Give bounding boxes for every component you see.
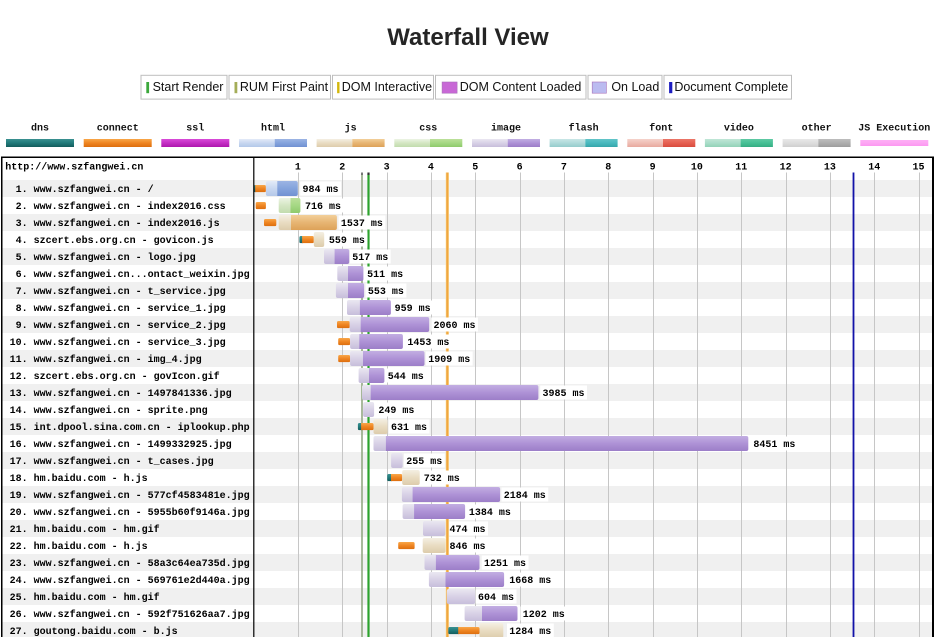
svg-text:10: 10 <box>691 163 703 174</box>
svg-text:6: 6 <box>517 163 523 174</box>
svg-text:553 ms: 553 ms <box>368 287 404 298</box>
svg-text:16. www.szfangwei.cn - 1499332: 16. www.szfangwei.cn - 1499332925.jpg <box>10 439 232 451</box>
svg-text:11: 11 <box>735 163 747 174</box>
svg-text:3: 3 <box>384 163 390 174</box>
svg-text:716 ms: 716 ms <box>305 202 341 213</box>
svg-text:Waterfall View: Waterfall View <box>387 24 549 51</box>
svg-text:20. www.szfangwei.cn - 5955b60: 20. www.szfangwei.cn - 5955b60f9146a.jpg <box>10 507 250 519</box>
svg-text:249 ms: 249 ms <box>378 406 414 417</box>
svg-text:video: video <box>724 123 754 135</box>
svg-text:DOM Content Loaded: DOM Content Loaded <box>460 80 582 94</box>
svg-text:2: 2 <box>339 163 345 174</box>
svg-text:255 ms: 255 ms <box>406 457 442 468</box>
svg-text:9. www.szfangwei.cn - service_: 9. www.szfangwei.cn - service_2.jpg <box>10 320 226 332</box>
svg-text:http://www.szfangwei.cn: http://www.szfangwei.cn <box>5 162 143 174</box>
svg-text:24. www.szfangwei.cn - 569761e: 24. www.szfangwei.cn - 569761e2d440a.jpg <box>10 575 250 587</box>
svg-text:js: js <box>345 123 357 135</box>
svg-text:Start Render: Start Render <box>153 80 224 94</box>
svg-text:1: 1 <box>295 163 301 174</box>
svg-text:html: html <box>261 123 285 135</box>
svg-text:connect: connect <box>97 124 139 135</box>
svg-text:other: other <box>802 123 832 135</box>
svg-text:7: 7 <box>561 163 567 174</box>
svg-text:1537 ms: 1537 ms <box>341 219 383 230</box>
svg-text:dns: dns <box>31 123 49 135</box>
svg-text:font: font <box>649 123 673 135</box>
svg-text:984 ms: 984 ms <box>303 185 339 196</box>
svg-text:6. www.szfangwei.cn...ontact_w: 6. www.szfangwei.cn...ontact_weixin.jpg <box>10 269 250 281</box>
svg-text:14. www.szfangwei.cn - sprite.: 14. www.szfangwei.cn - sprite.png <box>10 405 208 417</box>
svg-text:JS Execution: JS Execution <box>858 123 930 135</box>
svg-text:15: 15 <box>912 163 924 174</box>
svg-text:18. hm.baidu.com - h.js: 18. hm.baidu.com - h.js <box>10 473 148 485</box>
svg-text:12. szcert.ebs.org.cn - govIco: 12. szcert.ebs.org.cn - govIcon.gif <box>10 371 220 383</box>
svg-text:23. www.szfangwei.cn - 58a3c64: 23. www.szfangwei.cn - 58a3c64ea735d.jpg <box>10 558 250 570</box>
svg-text:511 ms: 511 ms <box>367 270 403 281</box>
svg-text:732 ms: 732 ms <box>424 474 460 485</box>
svg-text:631 ms: 631 ms <box>391 423 427 434</box>
svg-text:474 ms: 474 ms <box>450 525 486 536</box>
svg-text:1251 ms: 1251 ms <box>484 559 526 570</box>
svg-text:11. www.szfangwei.cn - img_4.j: 11. www.szfangwei.cn - img_4.jpg <box>10 354 202 366</box>
svg-text:604 ms: 604 ms <box>478 593 514 604</box>
svg-text:image: image <box>491 123 521 135</box>
svg-text:2184 ms: 2184 ms <box>504 491 546 502</box>
svg-text:17. www.szfangwei.cn - t_cases: 17. www.szfangwei.cn - t_cases.jpg <box>10 456 214 468</box>
svg-text:27. goutong.baidu.com - b.js: 27. goutong.baidu.com - b.js <box>10 626 178 637</box>
svg-text:2060 ms: 2060 ms <box>434 321 476 332</box>
svg-text:flash: flash <box>569 123 599 135</box>
svg-text:4. szcert.ebs.org.cn - govicon: 4. szcert.ebs.org.cn - govicon.js <box>10 235 214 247</box>
svg-text:4: 4 <box>428 163 434 174</box>
svg-text:2. www.szfangwei.cn - index201: 2. www.szfangwei.cn - index2016.css <box>10 201 226 213</box>
svg-text:13. www.szfangwei.cn - 1497841: 13. www.szfangwei.cn - 1497841336.jpg <box>10 388 232 400</box>
svg-text:8. www.szfangwei.cn - service_: 8. www.szfangwei.cn - service_1.jpg <box>10 303 226 315</box>
svg-text:19. www.szfangwei.cn - 577cf45: 19. www.szfangwei.cn - 577cf4583481e.jpg <box>10 490 250 502</box>
svg-text:846 ms: 846 ms <box>450 542 486 553</box>
svg-text:1284 ms: 1284 ms <box>509 627 551 637</box>
svg-text:1202 ms: 1202 ms <box>523 610 565 621</box>
svg-text:ssl: ssl <box>186 123 204 135</box>
svg-text:8: 8 <box>605 163 611 174</box>
svg-text:1668 ms: 1668 ms <box>509 576 551 587</box>
svg-text:3. www.szfangwei.cn - index201: 3. www.szfangwei.cn - index2016.js <box>10 218 220 230</box>
svg-text:26. www.szfangwei.cn - 592f751: 26. www.szfangwei.cn - 592f751626aa7.jpg <box>10 609 250 621</box>
svg-text:1. www.szfangwei.cn - /: 1. www.szfangwei.cn - / <box>10 184 154 196</box>
svg-text:On Load: On Load <box>611 80 659 94</box>
svg-text:25. hm.baidu.com - hm.gif: 25. hm.baidu.com - hm.gif <box>10 592 160 604</box>
svg-text:559 ms: 559 ms <box>329 236 365 247</box>
svg-text:12: 12 <box>780 163 792 174</box>
svg-text:14: 14 <box>868 163 880 174</box>
svg-text:959 ms: 959 ms <box>395 304 431 315</box>
svg-text:7. www.szfangwei.cn - t_servic: 7. www.szfangwei.cn - t_service.jpg <box>10 286 226 298</box>
svg-text:1384 ms: 1384 ms <box>469 508 511 519</box>
svg-text:8451 ms: 8451 ms <box>753 440 795 451</box>
svg-text:RUM First Paint: RUM First Paint <box>240 80 329 94</box>
svg-text:css: css <box>419 124 437 135</box>
svg-text:1909 ms: 1909 ms <box>428 355 470 366</box>
svg-text:DOM Interactive: DOM Interactive <box>342 80 432 94</box>
svg-text:544 ms: 544 ms <box>388 372 424 383</box>
svg-text:3985 ms: 3985 ms <box>543 389 585 400</box>
svg-text:21. hm.baidu.com - hm.gif: 21. hm.baidu.com - hm.gif <box>10 524 160 536</box>
svg-text:13: 13 <box>824 163 836 174</box>
svg-text:Document Complete: Document Complete <box>674 80 788 94</box>
svg-text:9: 9 <box>650 163 656 174</box>
svg-text:22. hm.baidu.com - h.js: 22. hm.baidu.com - h.js <box>10 541 148 553</box>
svg-text:5. www.szfangwei.cn - logo.jpg: 5. www.szfangwei.cn - logo.jpg <box>10 252 196 264</box>
svg-text:10. www.szfangwei.cn - service: 10. www.szfangwei.cn - service_3.jpg <box>10 337 226 349</box>
svg-text:15. int.dpool.sina.com.cn - ip: 15. int.dpool.sina.com.cn - iplookup.php <box>10 422 250 434</box>
svg-text:5: 5 <box>472 163 478 174</box>
svg-text:1453 ms: 1453 ms <box>407 338 449 349</box>
svg-text:517 ms: 517 ms <box>352 253 388 264</box>
